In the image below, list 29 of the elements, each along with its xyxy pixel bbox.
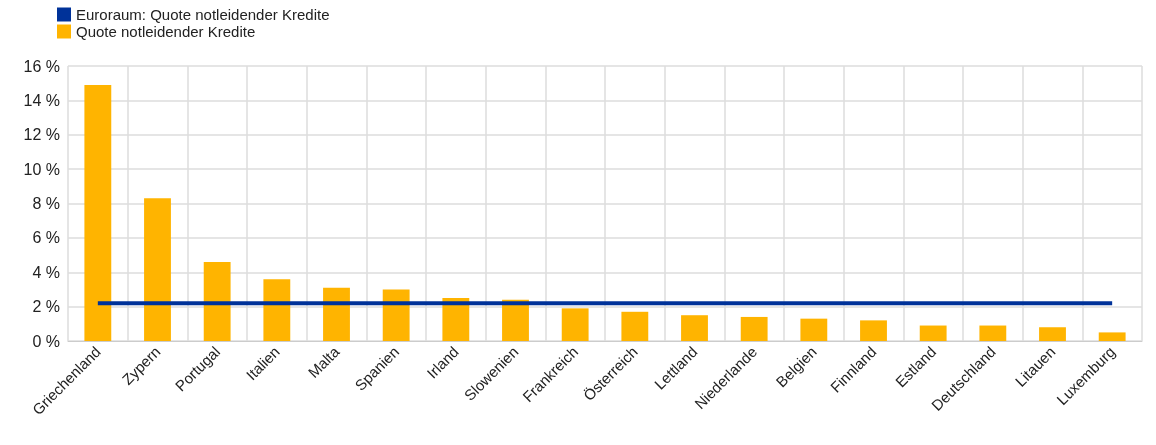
bar [979, 325, 1007, 341]
bar [740, 316, 768, 341]
bar [561, 308, 589, 341]
bar [382, 289, 410, 341]
y-tick-label: 8 % [32, 195, 60, 212]
bar [144, 198, 171, 341]
y-tick-label: 10 % [23, 160, 60, 178]
y-tick-label: 4 % [32, 263, 60, 281]
bar [263, 279, 291, 341]
bar [681, 315, 708, 341]
bar [84, 84, 112, 341]
bar [442, 298, 470, 341]
legend-label: Euroraum: Quote notleidender Kredite [76, 6, 330, 23]
bar [800, 318, 828, 341]
bar [1039, 327, 1066, 341]
y-tick-label: 0 % [32, 332, 60, 350]
y-tick-label: 6 % [32, 229, 60, 247]
bar [323, 287, 350, 341]
bar [203, 261, 231, 341]
legend-label: Quote notleidender Kredite [76, 23, 256, 40]
y-tick-label: 14 % [23, 91, 60, 109]
bar [621, 311, 649, 341]
y-tick-label: 2 % [32, 298, 60, 316]
bar [502, 299, 529, 341]
bar [860, 320, 887, 341]
y-tick-label: 16 % [23, 57, 60, 75]
bar [919, 325, 947, 341]
y-tick-label: 12 % [23, 126, 60, 144]
bar [1098, 332, 1126, 341]
